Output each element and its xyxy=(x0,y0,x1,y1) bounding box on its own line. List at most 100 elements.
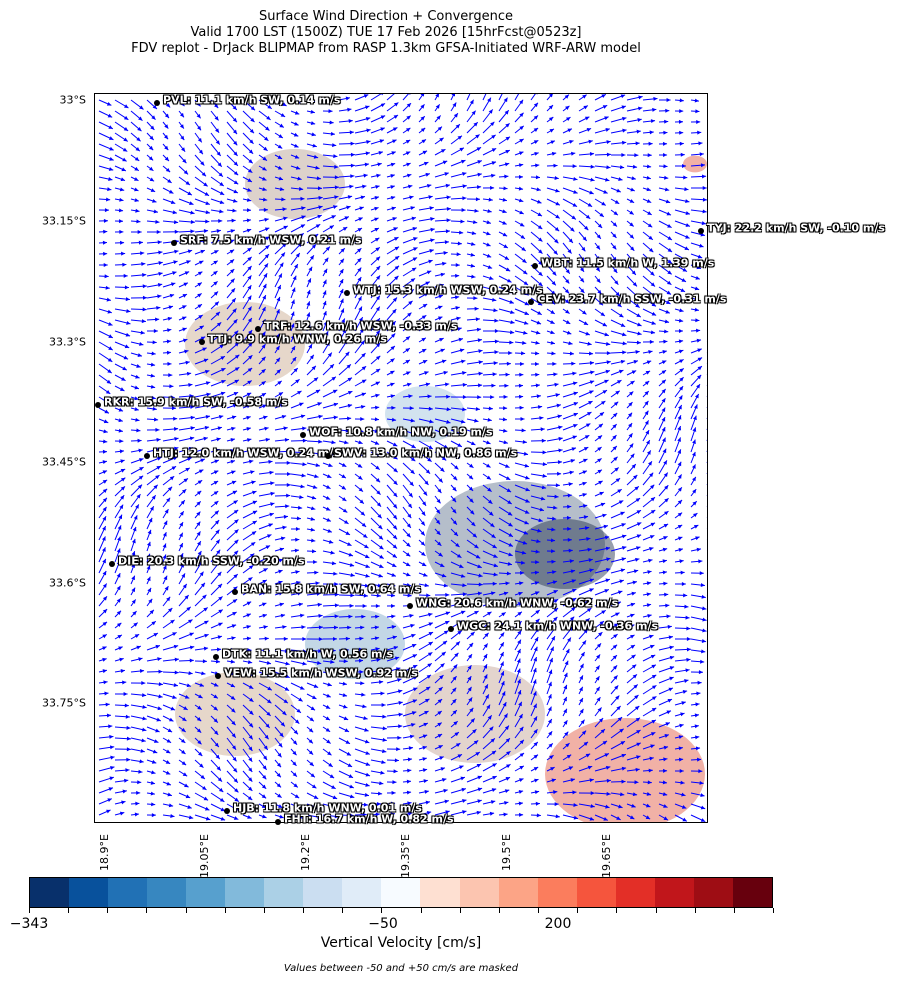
wind-arrow-head xyxy=(563,720,568,725)
wind-arrow-head xyxy=(214,510,219,515)
wind-arrow-head xyxy=(158,261,163,265)
wind-arrow-head xyxy=(470,631,475,637)
wind-arrow-head xyxy=(174,229,179,234)
wind-arrow-head xyxy=(503,440,508,445)
wind-arrow-head xyxy=(409,94,411,95)
wind-arrow-head xyxy=(452,102,457,108)
wind-arrow-head xyxy=(409,406,414,411)
wind-arrow-head xyxy=(666,211,672,216)
wind-arrow-head xyxy=(666,710,671,715)
wind-arrow-head xyxy=(441,778,447,782)
wind-arrow-head xyxy=(548,681,552,687)
wind-arrow-head xyxy=(375,318,380,323)
wind-arrow-head xyxy=(503,244,508,248)
wind-arrow xyxy=(706,165,707,166)
wind-arrow-head xyxy=(261,591,267,596)
wind-arrow-head xyxy=(106,713,112,718)
wind-arrow-head xyxy=(132,526,137,532)
wind-arrow-head xyxy=(200,458,205,463)
wind-arrow-head xyxy=(153,633,158,637)
wind-arrow-head xyxy=(631,270,636,275)
wind-arrow-head xyxy=(283,216,288,221)
wind-arrow-head xyxy=(398,712,403,717)
wind-arrow-head xyxy=(202,594,207,600)
wind-arrow-head xyxy=(633,475,638,480)
wind-arrow-head xyxy=(216,322,222,327)
wind-arrow-head xyxy=(167,792,172,797)
wind-arrow-head xyxy=(605,341,611,346)
wind-arrow-head xyxy=(122,789,127,794)
wind-arrow-head xyxy=(651,719,656,724)
wind-arrow-head xyxy=(452,475,458,481)
wind-arrow-head xyxy=(696,547,701,552)
wind-arrow-head xyxy=(668,687,673,692)
wind-arrow-head xyxy=(117,634,122,639)
wind-arrow-head xyxy=(635,303,640,308)
wind-arrow-head xyxy=(572,790,577,795)
wind-arrow-head xyxy=(216,560,221,565)
wind-arrow-head xyxy=(518,186,524,191)
wind-arrow-head xyxy=(138,240,143,245)
wind-arrow-head xyxy=(701,174,707,179)
wind-arrow-head xyxy=(684,246,689,250)
wind-arrow-head xyxy=(602,390,608,394)
wind-arrow-head xyxy=(618,177,623,181)
wind-arrow-head xyxy=(695,702,700,707)
wind-arrow-head xyxy=(138,657,143,662)
wind-arrow-head xyxy=(475,554,481,559)
wind-arrow-head xyxy=(469,463,474,468)
wind-arrow-head xyxy=(142,295,147,300)
wind-arrow-head xyxy=(472,729,477,734)
wind-arrow-head xyxy=(348,552,353,557)
wind-arrow-head xyxy=(365,573,370,578)
wind-arrow-head xyxy=(295,99,301,104)
wind-arrow-head xyxy=(202,347,207,352)
wind-arrow-head xyxy=(693,513,698,518)
wind-arrow-head xyxy=(197,541,201,546)
wind-arrow-head xyxy=(197,282,202,287)
wind-arrow-head xyxy=(565,320,571,324)
wind-arrow-head xyxy=(198,751,203,757)
wind-arrow-head xyxy=(693,404,698,409)
wind-arrow-head xyxy=(342,451,348,456)
wind-arrow-head xyxy=(200,774,205,779)
wind-arrow-head xyxy=(174,249,179,254)
wind-arrow-head xyxy=(190,426,195,431)
wind-arrow-head xyxy=(261,369,266,374)
wind-arrow-head xyxy=(548,669,553,675)
wind-arrow-head xyxy=(102,516,107,521)
wind-arrow-head xyxy=(275,345,280,351)
wind-arrow-head xyxy=(504,162,510,167)
wind-arrow-head xyxy=(170,395,175,400)
wind-arrow-head xyxy=(124,778,129,783)
wind-arrow-head xyxy=(406,523,411,528)
wind-arrow-head xyxy=(697,680,702,685)
wind-arrow-head xyxy=(650,522,656,527)
wind-arrow-head xyxy=(374,228,379,232)
wind-arrow-head xyxy=(379,139,384,144)
wind-arrow-head xyxy=(430,227,435,232)
wind-arrow-head xyxy=(277,144,283,149)
wind-arrow-head xyxy=(700,659,705,664)
wind-arrow-head xyxy=(410,623,415,628)
wind-arrow-head xyxy=(583,741,589,746)
wind-arrow-head xyxy=(361,392,366,397)
wind-arrow-head xyxy=(162,554,167,559)
wind-arrow-head xyxy=(146,553,151,559)
wind-arrow-head xyxy=(423,722,428,727)
wind-arrow-head xyxy=(268,523,273,528)
wind-arrow-head xyxy=(122,147,128,152)
wind-arrow-head xyxy=(428,632,434,636)
wind-arrow-head xyxy=(308,750,314,755)
wind-arrow-head xyxy=(651,707,657,712)
wind-arrow-head xyxy=(381,703,386,708)
wind-arrow-head xyxy=(620,94,626,99)
wind-arrow-head xyxy=(445,229,450,234)
wind-arrow-head xyxy=(649,130,654,135)
wind-arrow-head xyxy=(231,426,236,431)
wind-arrow-head xyxy=(633,569,639,574)
wind-arrow-head xyxy=(350,174,355,179)
wind-arrow-head xyxy=(202,659,207,664)
wind-arrow-head xyxy=(343,339,348,345)
wind-arrow-head xyxy=(120,459,125,464)
